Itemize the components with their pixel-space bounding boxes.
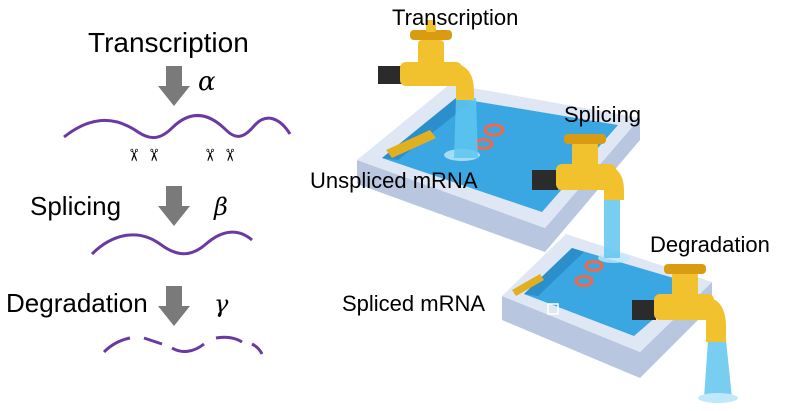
scissors-group-right: ✂ ✂ [200,148,239,162]
water-streams [454,98,738,403]
unspliced-mrna-strand [63,114,292,139]
stream-transcription [454,98,478,158]
alpha-rate: α [198,67,216,97]
right-panel: Transcription Splicing Degradation Unspl… [310,5,770,403]
scissors-icon: ✂ [124,148,143,162]
stream-degradation [704,340,732,398]
tub-side [502,282,712,378]
degradation-tap-icon [632,264,726,342]
beta-rate: β [213,193,228,221]
left-panel: Transcription α ✂ ✂ ✂ ✂ Splicing β Degra… [6,27,292,355]
unspliced-tub [357,84,640,252]
spliced-mrna-label: Spliced mRNA [342,291,485,316]
degraded-mrna-fragments [102,335,264,355]
splicing-arrow [158,186,190,226]
float-ring-icon [574,275,594,287]
left-transcription-label: Transcription [88,27,249,58]
stream-splicing [604,198,620,258]
transcription-tap-icon [378,20,474,100]
transcription-arrow [158,66,190,106]
float-ring-icon [483,123,505,137]
right-transcription-label: Transcription [392,5,518,30]
degradation-arrow [158,286,190,326]
spliced-mrna-strand [90,230,253,256]
left-splicing-label: Splicing [30,191,121,221]
scissors-group-left: ✂ ✂ [124,148,163,162]
left-degradation-label: Degradation [6,288,148,318]
unspliced-mrna-label: Unspliced mRNA [310,168,478,193]
ladder-icon [547,303,559,315]
scissors-icon: ✂ [220,148,239,162]
right-degradation-label: Degradation [650,232,770,257]
float-ring-icon [584,260,604,272]
scissors-icon: ✂ [144,148,163,162]
scissors-icon: ✂ [200,148,219,162]
gamma-rate: γ [214,290,229,318]
drain-slot [512,274,544,296]
drain-slot [386,130,436,158]
splicing-tap-icon [532,134,624,200]
right-splicing-label: Splicing [564,102,641,127]
tub-side [357,118,640,252]
